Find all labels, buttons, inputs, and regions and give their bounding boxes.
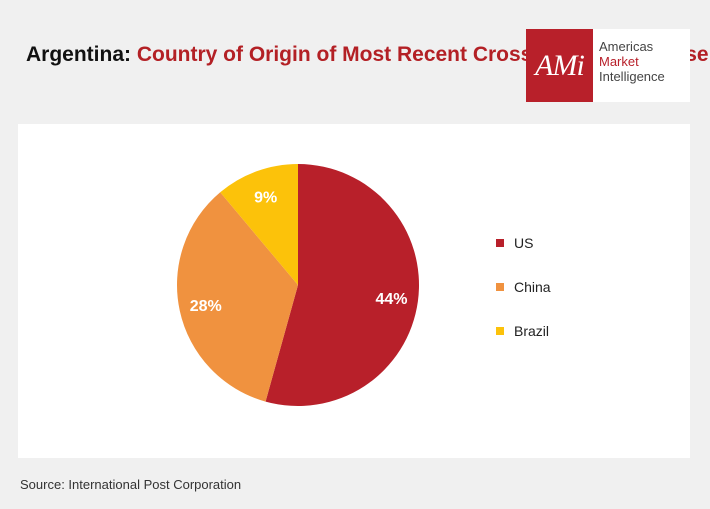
data-label-us: 44% xyxy=(375,291,407,308)
legend-swatch xyxy=(496,283,504,291)
legend-item-brazil: Brazil xyxy=(496,320,551,342)
legend-swatch xyxy=(496,327,504,335)
data-label-china: 28% xyxy=(190,298,222,315)
pie-slice-us xyxy=(265,164,420,406)
legend-label: China xyxy=(514,279,551,295)
legend-item-china: China xyxy=(496,276,551,298)
legend-label: Brazil xyxy=(514,323,550,339)
source-note: Source: International Post Corporation xyxy=(20,477,242,492)
chart-card: 44% 28% 9% US China Brazil xyxy=(18,124,690,458)
logo-line-1: Americas xyxy=(599,39,654,54)
data-label-brazil: 9% xyxy=(254,189,277,206)
pie-slice-brazil xyxy=(220,164,298,285)
legend-swatch xyxy=(496,239,504,247)
legend-label: US xyxy=(514,235,534,251)
logo-line-3: Intelligence xyxy=(599,69,665,84)
title-country: Argentina: xyxy=(26,43,131,66)
logo-mark: AMi xyxy=(526,29,593,102)
logo-line-2: Market xyxy=(599,54,639,69)
pie-chart: 44% 28% 9% xyxy=(177,164,420,406)
logo-wordmark: Americas Market Intelligence xyxy=(593,29,690,102)
pie-slice-china xyxy=(177,192,298,402)
legend-item-us: US xyxy=(496,232,551,254)
ami-logo: AMi Americas Market Intelligence xyxy=(526,29,690,102)
chart-legend: US China Brazil xyxy=(496,232,551,364)
